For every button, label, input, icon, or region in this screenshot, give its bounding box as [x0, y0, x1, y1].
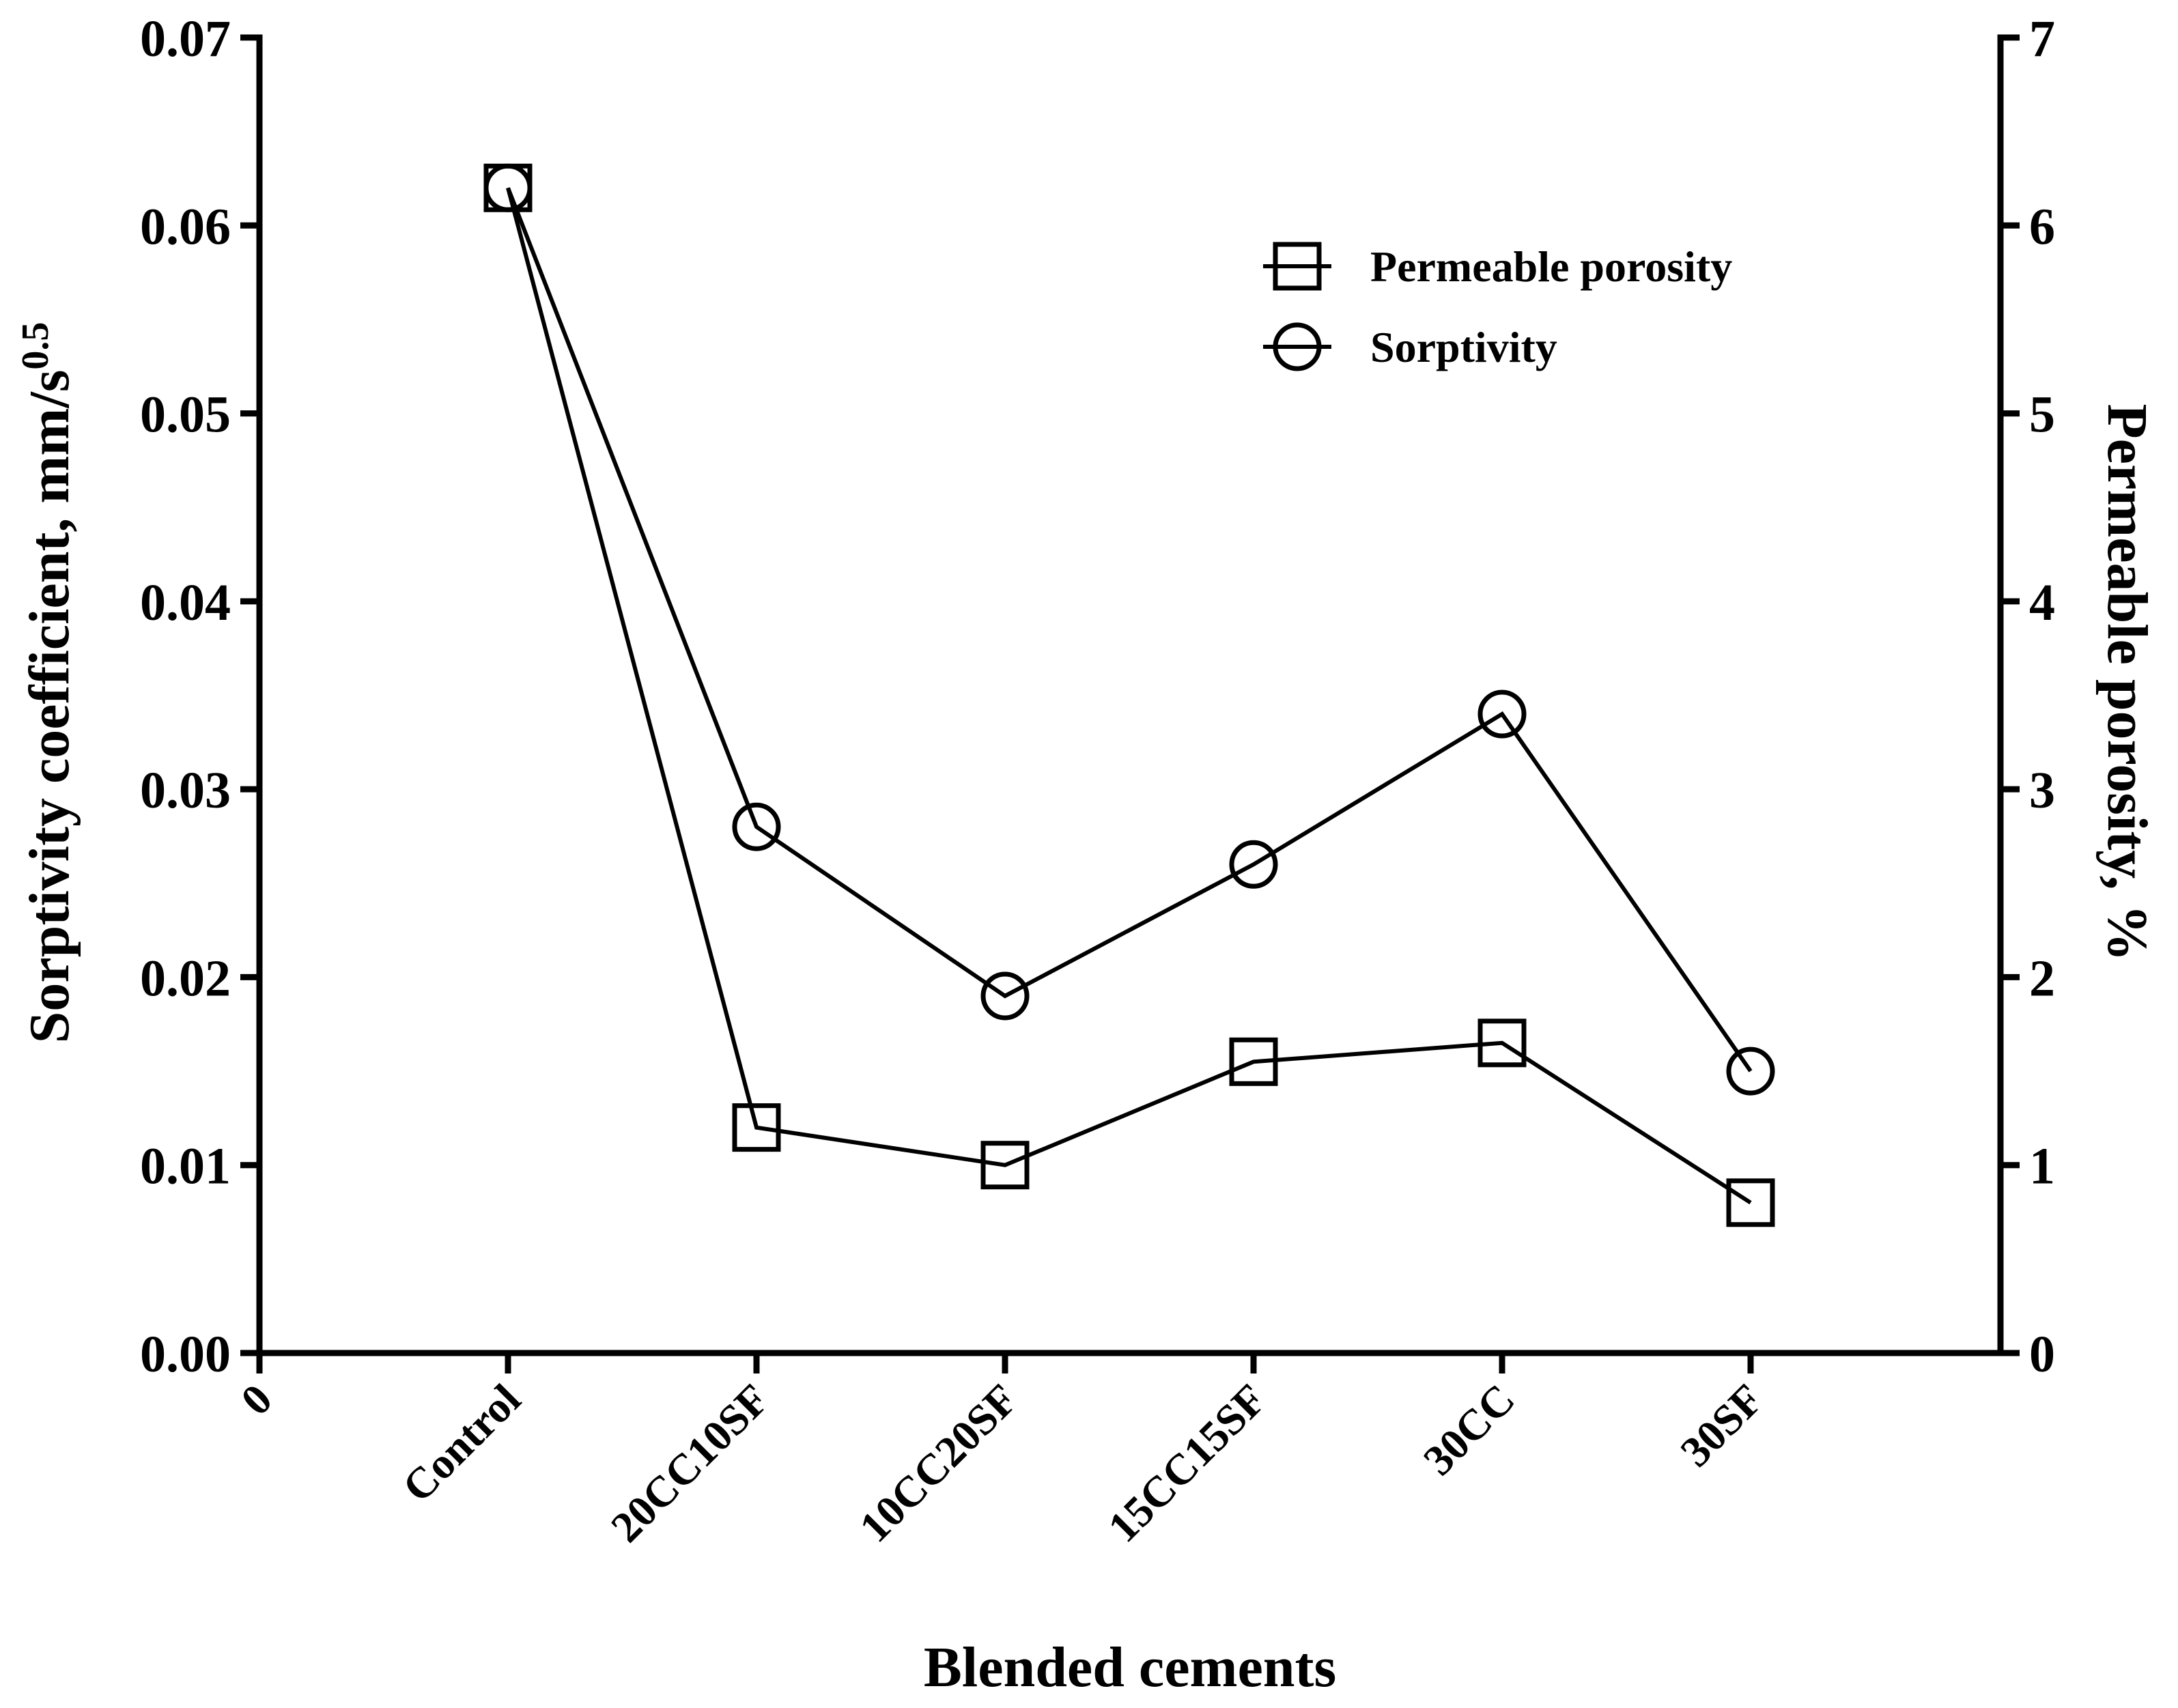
x-tick-label: 30CC: [1414, 1375, 1524, 1485]
data-point-square: [1726, 1178, 1775, 1227]
legend-label: Permeable porosity: [1370, 242, 1732, 291]
x-tick-label: Control: [393, 1375, 530, 1511]
right-tick-label: 1: [2029, 1138, 2055, 1195]
series-line-circle: [506, 187, 1753, 1072]
left-axis-title: Sorptivity coefficient, mm/s0.5: [14, 322, 81, 1044]
x-tick-label: 15CC15SF: [1099, 1375, 1275, 1552]
data-point-square: [732, 1103, 781, 1152]
data-point-square: [980, 1141, 1030, 1190]
left-axis-ticks: 0.00 0.01 0.02 0.03 0.04 0.05 0.06 0.07: [140, 10, 259, 1383]
left-tick-label: 0.07: [140, 10, 231, 68]
left-tick-label: 0.02: [140, 950, 231, 1007]
legend-marker-circle: [1273, 322, 1322, 371]
left-axis-title-superscript: 0.5: [14, 322, 57, 370]
data-point-circle: [732, 802, 781, 851]
data-point-circle: [1477, 689, 1527, 739]
data-point-circle: [1229, 840, 1278, 889]
right-axis-title: Permeable porosity, %: [2095, 403, 2159, 961]
right-tick-label: 7: [2029, 10, 2055, 68]
x-tick-label: 30SF: [1671, 1375, 1772, 1476]
right-tick-label: 3: [2029, 762, 2055, 819]
data-point-circle: [1726, 1047, 1775, 1096]
series-group: [483, 163, 1775, 1227]
x-tick-label: 10CC20SF: [850, 1375, 1027, 1552]
legend-label: Sorptivity: [1370, 323, 1557, 371]
left-tick-label: 0.04: [140, 574, 231, 631]
left-axis-title-text: Sorptivity coefficient, mm/s: [18, 370, 81, 1044]
right-axis-ticks: 0 1 2 3 4 5 6 7: [2000, 10, 2055, 1383]
legend-marker-square: [1273, 242, 1322, 291]
left-tick-label: 0.01: [140, 1138, 231, 1195]
left-tick-label: 0.05: [140, 386, 231, 444]
right-tick-label: 5: [2029, 386, 2055, 444]
right-tick-label: 0: [2029, 1326, 2055, 1383]
data-point-square: [1229, 1037, 1278, 1086]
legend: Permeable porosity Sorptivity: [1263, 242, 1732, 371]
series-line-square: [506, 187, 1752, 1205]
right-tick-label: 6: [2029, 198, 2055, 255]
data-point-circle: [483, 163, 533, 212]
axes-frame: [256, 34, 2004, 1356]
right-tick-label: 4: [2029, 574, 2055, 631]
data-point-square: [1477, 1019, 1527, 1068]
right-tick-label: 2: [2029, 950, 2055, 1007]
left-tick-label: 0.06: [140, 198, 231, 255]
left-tick-label: 0.03: [140, 762, 231, 819]
x-axis-title: Blended cements: [924, 1636, 1336, 1699]
data-point-circle: [980, 971, 1030, 1021]
x-origin-label: 0: [231, 1375, 281, 1425]
left-tick-label: 0.00: [140, 1326, 231, 1383]
x-tick-label: 20CC10SF: [602, 1375, 778, 1552]
x-axis-ticks: 0 Control 20CC10SF 10CC20SF 15CC15SF 30CC 30SF: [231, 1353, 1772, 1552]
